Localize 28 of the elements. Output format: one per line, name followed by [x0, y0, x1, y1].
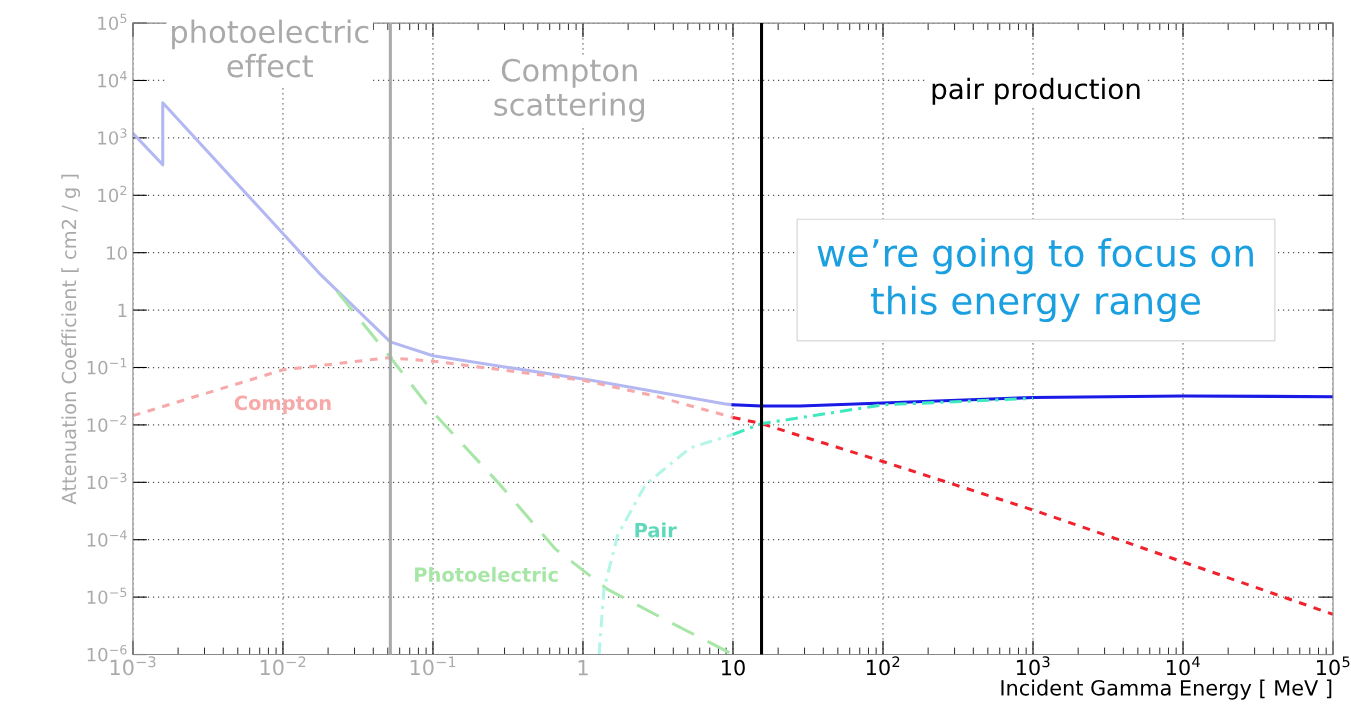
y-tick-label: 10$^{−1}$	[87, 358, 127, 375]
x-tick-label: 10$^{−1}$	[410, 656, 456, 676]
x-tick-label: 10	[722, 659, 745, 676]
y-tick-label: 10$^{−3}$	[87, 472, 127, 490]
x-tick-label: 10$^{4}$	[1166, 656, 1200, 676]
annotation: Compton scattering	[494, 58, 645, 122]
y-tick-label: 10$^{2}$	[98, 185, 127, 203]
y-tick-label: 10	[107, 246, 127, 260]
y-tick-label: 10$^{3}$	[98, 128, 127, 145]
x-tick-label: 10$^{2}$	[866, 656, 900, 676]
series-label: Pair	[635, 522, 677, 538]
y-tick-label: 10$^{−4}$	[87, 530, 127, 547]
x-tick-label: 1	[578, 660, 588, 676]
annotation: photoelectric effect	[172, 19, 369, 78]
x-tick-label: 10$^{3}$	[1016, 656, 1050, 676]
x-axis-title: Incident Gamma Energy [ MeV ]	[1001, 679, 1332, 700]
y-tick-label: 10$^{−2}$	[87, 415, 127, 432]
y-tick-label: 10$^{5}$	[98, 13, 127, 31]
y-tick-label: 10$^{4}$	[98, 71, 127, 88]
y-tick-label: 1	[118, 303, 127, 317]
x-tick-label: 10$^{5}$	[1316, 656, 1350, 676]
y-axis-title: Attenuation Coefficient [ cm2 / g ]	[61, 174, 81, 505]
y-tick-label: 10$^{−5}$	[87, 587, 127, 605]
x-tick-label: 10$^{−2}$	[260, 656, 306, 676]
annotation: we’re going to focus on this energy range	[817, 238, 1253, 323]
series-label: Photoelectric	[415, 566, 558, 582]
series-label: Compton	[234, 395, 331, 414]
annotation: pair production	[932, 77, 1140, 105]
